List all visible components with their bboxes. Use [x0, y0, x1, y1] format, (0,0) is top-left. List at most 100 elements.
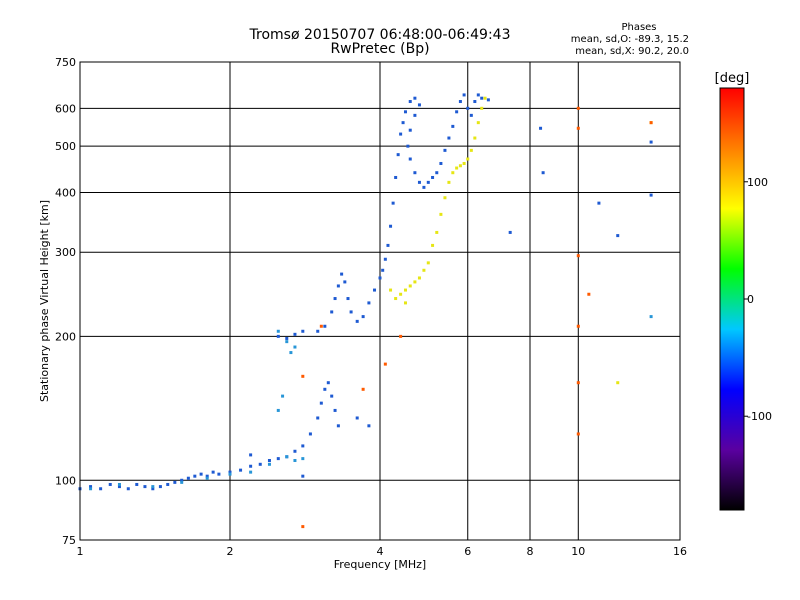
data-point: [336, 284, 340, 288]
data-point: [346, 297, 350, 301]
x-tick-label: 16: [673, 545, 687, 558]
data-point: [367, 424, 371, 428]
data-point: [476, 93, 480, 97]
data-point: [301, 329, 305, 333]
data-point: [431, 243, 435, 247]
data-point: [455, 110, 459, 114]
data-point: [293, 449, 297, 453]
data-point: [228, 470, 232, 474]
data-point: [597, 201, 601, 205]
data-point: [469, 113, 473, 117]
data-point: [211, 470, 215, 474]
data-point: [443, 148, 447, 152]
phase-summary-x: mean, sd,X: 90.2, 20.0: [575, 46, 689, 57]
data-point: [426, 261, 430, 265]
data-point: [483, 96, 487, 100]
data-point: [389, 288, 393, 292]
x-tick-label: 1: [77, 545, 84, 558]
data-point: [447, 136, 451, 140]
data-point: [180, 478, 184, 482]
data-point: [276, 329, 280, 333]
data-point: [383, 362, 387, 366]
data-point: [319, 401, 323, 405]
data-point: [386, 243, 390, 247]
data-point: [301, 457, 305, 461]
data-point: [373, 288, 377, 292]
y-tick-label: 400: [55, 186, 76, 199]
colorbar-tick-label: 100: [747, 176, 768, 189]
data-point: [285, 340, 289, 344]
data-point: [455, 166, 459, 170]
data-point: [399, 334, 403, 338]
colorbar-ticks: 100 0 -100: [744, 176, 772, 423]
y-tick-label: 300: [55, 246, 76, 259]
data-point: [458, 100, 462, 104]
data-point: [301, 374, 305, 378]
x-tick-label: 2: [227, 545, 234, 558]
data-point: [587, 292, 591, 296]
colorbar-tick-label: 0: [747, 293, 754, 306]
data-point: [281, 394, 285, 398]
data-point: [413, 96, 417, 100]
x-tick-label: 8: [527, 545, 534, 558]
y-axis-ticks: 75 100 200 300 400 500 600 750: [55, 56, 76, 547]
data-point: [186, 476, 190, 480]
data-point: [649, 140, 653, 144]
data-point: [330, 310, 334, 314]
y-tick-label: 75: [62, 534, 76, 547]
data-point: [408, 100, 412, 104]
data-point: [451, 124, 455, 128]
data-point: [480, 96, 484, 100]
data-point: [89, 485, 93, 489]
y-tick-label: 200: [55, 330, 76, 343]
data-point: [89, 487, 93, 491]
data-point: [367, 301, 371, 305]
colorbar-tick-label: -100: [747, 410, 772, 423]
data-point: [399, 132, 403, 136]
phase-summary-title: Phases: [621, 22, 657, 33]
data-point: [649, 193, 653, 197]
data-point: [649, 315, 653, 319]
data-point: [417, 276, 421, 280]
phase-summary: Phases mean, sd,O: -89.3, 15.2 mean, sd,…: [489, 22, 689, 58]
data-point: [330, 394, 334, 398]
data-point: [431, 175, 435, 179]
y-axis-label: Stationary phase Virtual Height [km]: [38, 200, 51, 402]
data-point: [336, 424, 340, 428]
data-point: [143, 485, 147, 489]
data-point: [396, 153, 400, 157]
data-point: [158, 485, 162, 489]
data-point: [180, 480, 184, 484]
data-point: [381, 268, 385, 272]
data-point: [323, 324, 327, 328]
data-point: [462, 161, 466, 165]
data-point: [117, 485, 121, 489]
data-point: [401, 121, 405, 125]
data-point: [576, 324, 580, 328]
data-point: [408, 284, 412, 288]
data-point: [413, 113, 417, 117]
data-point: [476, 121, 480, 125]
data-point: [394, 297, 398, 301]
data-point: [293, 458, 297, 462]
data-point: [649, 121, 653, 125]
grid-lines: [79, 61, 681, 541]
data-point: [486, 98, 490, 102]
data-point: [417, 180, 421, 184]
x-axis-label: Frequency [MHz]: [334, 558, 426, 571]
data-point: [308, 432, 312, 436]
data-point: [576, 126, 580, 130]
data-point: [576, 106, 580, 110]
data-point: [340, 272, 344, 276]
data-point: [166, 482, 170, 486]
data-point: [301, 444, 305, 448]
data-point: [451, 171, 455, 175]
data-point: [355, 416, 359, 420]
data-point: [205, 474, 209, 478]
data-point: [391, 201, 395, 205]
data-point: [349, 310, 353, 314]
scatter-points: [78, 93, 653, 529]
data-point: [267, 462, 271, 466]
data-point: [439, 212, 443, 216]
